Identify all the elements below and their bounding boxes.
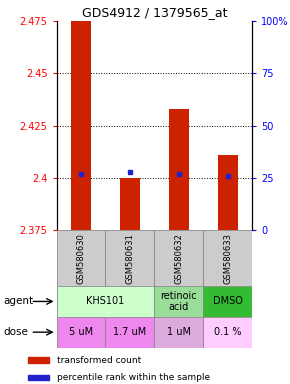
Text: percentile rank within the sample: percentile rank within the sample bbox=[57, 373, 210, 382]
Text: 1.7 uM: 1.7 uM bbox=[113, 327, 146, 337]
Bar bbox=[203, 286, 252, 317]
Text: retinoic
acid: retinoic acid bbox=[161, 291, 197, 312]
Text: DMSO: DMSO bbox=[213, 296, 243, 306]
Text: 5 uM: 5 uM bbox=[69, 327, 93, 337]
Bar bbox=[57, 317, 106, 348]
Bar bbox=[155, 286, 203, 317]
Text: GSM580633: GSM580633 bbox=[223, 233, 232, 284]
Bar bbox=[168, 109, 189, 230]
Bar bbox=[106, 317, 155, 348]
Text: dose: dose bbox=[3, 327, 28, 337]
Text: GSM580631: GSM580631 bbox=[126, 233, 135, 284]
Bar bbox=[57, 230, 106, 286]
Bar bbox=[57, 286, 155, 317]
Text: KHS101: KHS101 bbox=[86, 296, 125, 306]
Title: GDS4912 / 1379565_at: GDS4912 / 1379565_at bbox=[82, 5, 227, 18]
Text: GSM580630: GSM580630 bbox=[77, 233, 86, 284]
Bar bbox=[155, 317, 203, 348]
Bar bbox=[203, 317, 252, 348]
Bar bbox=[28, 357, 49, 363]
Text: agent: agent bbox=[3, 296, 33, 306]
Text: 0.1 %: 0.1 % bbox=[214, 327, 242, 337]
Bar bbox=[203, 230, 252, 286]
Text: GSM580632: GSM580632 bbox=[174, 233, 183, 284]
Bar bbox=[155, 230, 203, 286]
Text: 1 uM: 1 uM bbox=[167, 327, 191, 337]
Bar bbox=[218, 155, 238, 230]
Bar bbox=[120, 178, 140, 230]
Bar bbox=[106, 230, 155, 286]
Bar bbox=[71, 21, 91, 230]
Bar bbox=[28, 375, 49, 380]
Text: transformed count: transformed count bbox=[57, 356, 142, 365]
